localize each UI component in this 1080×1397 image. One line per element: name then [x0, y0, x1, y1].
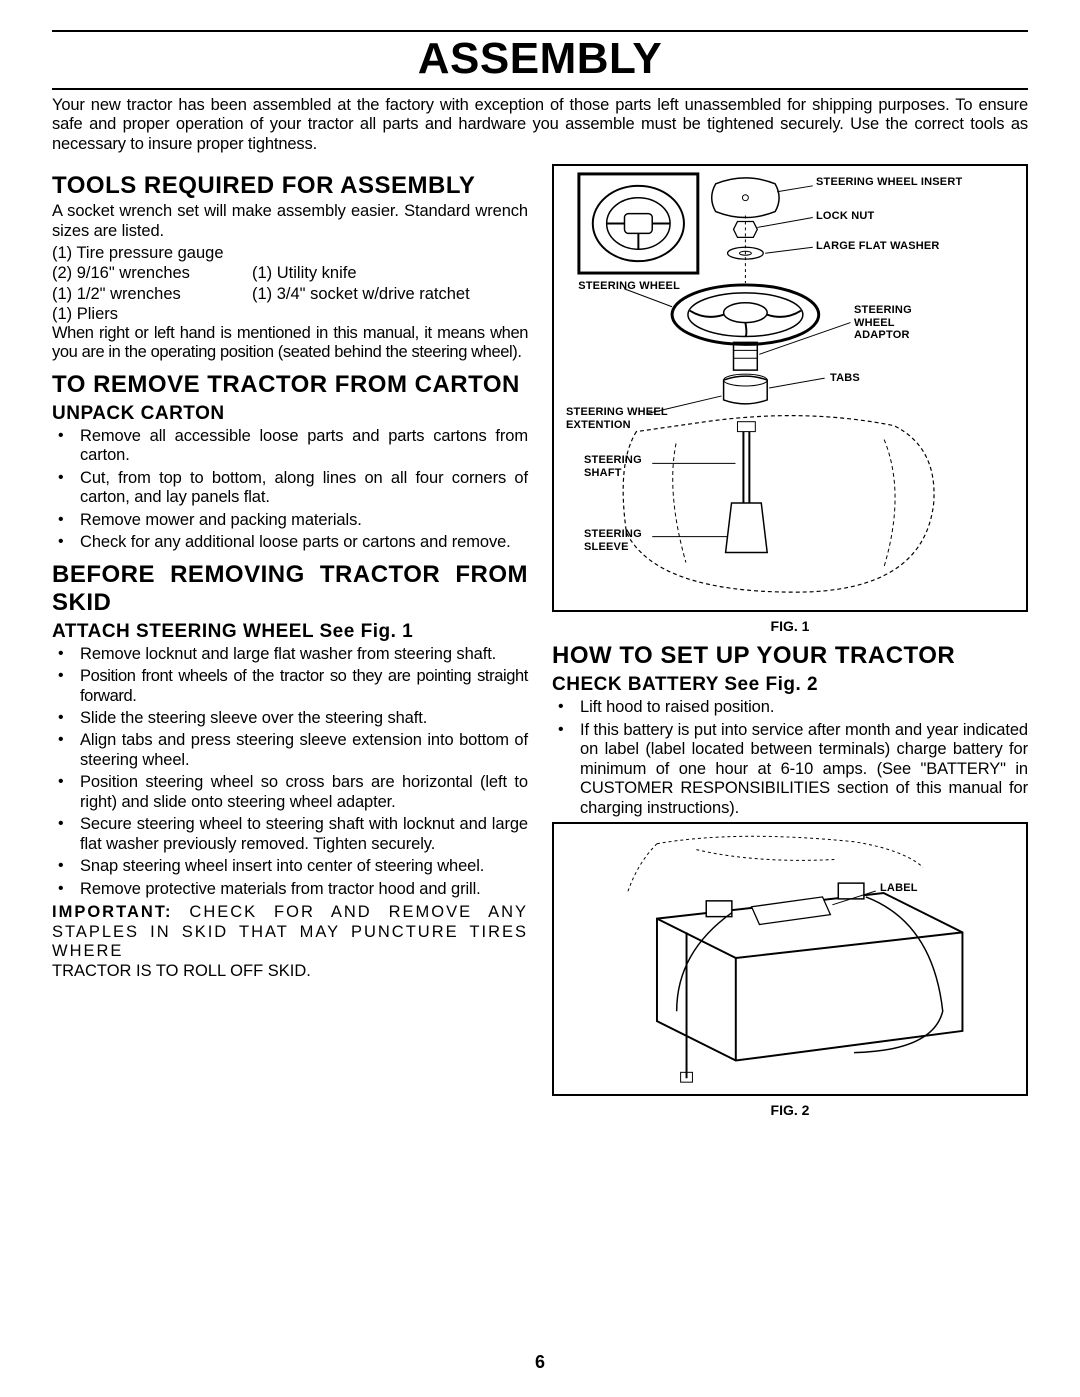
- list-item: Snap steering wheel insert into center o…: [52, 857, 528, 876]
- list-item: If this battery is put into service afte…: [552, 721, 1028, 818]
- list-item: Position steering wheel so cross bars ar…: [52, 773, 528, 812]
- fig2-label: LABEL: [880, 882, 918, 894]
- left-column: TOOLS REQUIRED FOR ASSEMBLY A socket wre…: [52, 164, 528, 1126]
- list-item: Remove all accessible loose parts and pa…: [52, 427, 528, 466]
- figure-1: STEERING WHEEL INSERT LOCK NUT LARGE FLA…: [552, 164, 1028, 612]
- figure-2-caption: FIG. 2: [552, 1102, 1028, 1118]
- fig1-label-sleeve: STEERING SLEEVE: [584, 528, 654, 552]
- list-item: Remove protective materials from tractor…: [52, 880, 528, 899]
- tools-note: When right or left hand is mentioned in …: [52, 324, 528, 363]
- page-title: ASSEMBLY: [52, 34, 1028, 84]
- page-number: 6: [0, 1352, 1080, 1373]
- unpack-heading: UNPACK CARTON: [52, 403, 528, 425]
- list-item: Lift hood to raised position.: [552, 698, 1028, 717]
- figure-1-caption: FIG. 1: [552, 618, 1028, 634]
- title-underline: [52, 88, 1028, 90]
- remove-heading: TO REMOVE TRACTOR FROM CARTON: [52, 371, 528, 399]
- list-item: Position front wheels of the tractor so …: [52, 667, 528, 706]
- fig1-label-adaptor: STEERING WHEEL ADAPTOR: [854, 304, 934, 340]
- right-column: STEERING WHEEL INSERT LOCK NUT LARGE FLA…: [552, 164, 1028, 1126]
- figure-2: LABEL: [552, 822, 1028, 1096]
- fig1-label-insert: STEERING WHEEL INSERT: [816, 176, 962, 188]
- list-item: Remove locknut and large flat washer fro…: [52, 645, 528, 664]
- top-rule: [52, 30, 1028, 32]
- figure-2-diagram: [554, 824, 1026, 1094]
- howto-heading: HOW TO SET UP YOUR TRACTOR: [552, 642, 1028, 670]
- fig1-label-washer: LARGE FLAT WASHER: [816, 240, 940, 252]
- before-heading: BEFORE REMOVING TRACTOR FROM SKID: [52, 561, 528, 617]
- fig1-label-ext: STEERING WHEEL EXTENTION: [566, 406, 686, 430]
- tools-heading: TOOLS REQUIRED FOR ASSEMBLY: [52, 172, 528, 200]
- list-item: Check for any additional loose parts or …: [52, 533, 528, 552]
- tool-row: (2) 9/16" wrenches(1) Utility knife: [52, 263, 528, 283]
- list-item: Remove mower and packing materials.: [52, 511, 528, 530]
- tool-row: (1) Tire pressure gauge: [52, 243, 528, 263]
- list-item: Secure steering wheel to steering shaft …: [52, 815, 528, 854]
- tools-intro: A socket wrench set will make assembly e…: [52, 202, 528, 241]
- fig1-label-tabs: TABS: [830, 372, 860, 384]
- tool-row: (1) Pliers: [52, 304, 528, 324]
- list-item: Slide the steering sleeve over the steer…: [52, 709, 528, 728]
- important-note: IMPORTANT: CHECK FOR AND REMOVE ANY STAP…: [52, 903, 528, 981]
- fig1-label-locknut: LOCK NUT: [816, 210, 874, 222]
- attach-list: Remove locknut and large flat washer fro…: [52, 645, 528, 900]
- tool-list: (1) Tire pressure gauge (2) 9/16" wrench…: [52, 243, 528, 324]
- list-item: Cut, from top to bottom, along lines on …: [52, 469, 528, 508]
- tool-row: (1) 1/2" wrenches(1) 3/4" socket w/drive…: [52, 284, 528, 304]
- check-heading: CHECK BATTERY See Fig. 2: [552, 674, 1028, 696]
- fig1-label-shaft: STEERING SHAFT: [584, 454, 654, 478]
- check-list: Lift hood to raised position. If this ba…: [552, 698, 1028, 818]
- intro-paragraph: Your new tractor has been assembled at t…: [52, 96, 1028, 154]
- unpack-list: Remove all accessible loose parts and pa…: [52, 427, 528, 553]
- fig1-label-wheel: STEERING WHEEL: [570, 280, 680, 292]
- attach-heading: ATTACH STEERING WHEEL See Fig. 1: [52, 621, 528, 643]
- list-item: Align tabs and press steering sleeve ext…: [52, 731, 528, 770]
